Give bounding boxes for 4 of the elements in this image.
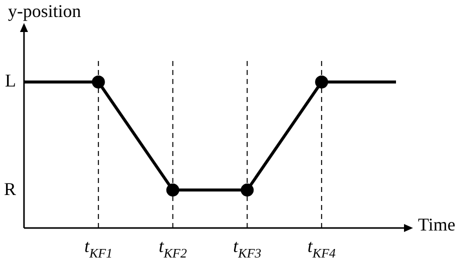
x-axis-title: Time	[418, 214, 456, 235]
text: R	[4, 178, 16, 199]
text: L	[5, 70, 16, 91]
y-axis-title: y-position	[8, 1, 82, 21]
